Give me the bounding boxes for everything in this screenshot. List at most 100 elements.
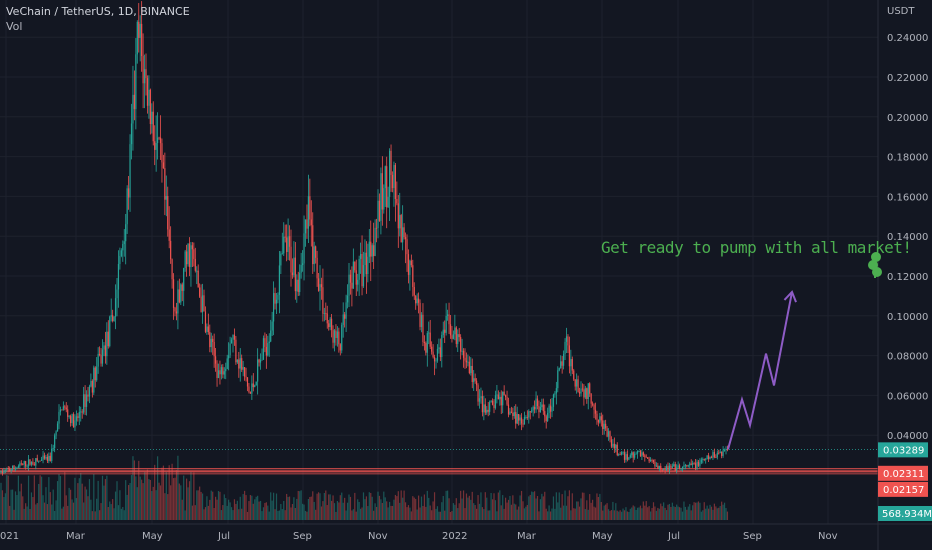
candle-body xyxy=(486,409,488,413)
candle-body xyxy=(515,412,517,424)
volume-bar xyxy=(660,503,662,520)
candle-body xyxy=(708,455,710,459)
volume-bar xyxy=(354,492,356,520)
volume-bar xyxy=(690,510,692,520)
candle-body xyxy=(409,260,411,275)
volume-bar xyxy=(529,494,531,520)
volume-bar xyxy=(197,490,199,520)
volume-label-text: 568.934M xyxy=(882,509,932,520)
volume-bar xyxy=(65,495,67,520)
volume-bar xyxy=(129,483,131,520)
candle-body xyxy=(396,198,398,204)
candle-body xyxy=(191,245,193,250)
candle-body xyxy=(594,409,597,414)
volume-bar xyxy=(644,505,646,520)
volume-bar xyxy=(0,482,2,520)
candle-body xyxy=(112,315,114,322)
volume-bar xyxy=(7,475,9,520)
volume-bar xyxy=(674,507,676,520)
volume-bar xyxy=(420,496,423,520)
volume-bar xyxy=(286,493,288,520)
volume-bar xyxy=(68,487,70,520)
candle-body xyxy=(220,367,222,375)
volume-bar xyxy=(473,503,475,520)
volume-bar xyxy=(712,509,714,520)
candle-body xyxy=(7,468,9,470)
candle-body xyxy=(502,391,504,406)
candle-body xyxy=(645,456,647,458)
volume-bar xyxy=(3,497,5,520)
candle-body xyxy=(245,376,247,378)
candle-body xyxy=(122,244,124,251)
candle-body xyxy=(710,456,713,458)
price-axis: 0.24000 0.22000 0.20000 0.18000 0.16000 0.140… xyxy=(877,0,932,550)
candle-body xyxy=(77,416,79,418)
volume-bar xyxy=(371,496,373,520)
candle-body xyxy=(477,385,479,402)
candle-body xyxy=(407,254,410,275)
volume-bar xyxy=(689,504,691,520)
volume-bar xyxy=(32,497,34,520)
candle-body xyxy=(259,360,262,363)
volume-bar xyxy=(702,510,704,520)
candle-body xyxy=(680,468,682,470)
candle-body xyxy=(148,89,150,106)
volume-bar xyxy=(331,500,333,520)
candle-body xyxy=(702,459,704,460)
candle-body xyxy=(316,257,318,279)
volume-bar xyxy=(222,505,224,520)
candle-body xyxy=(30,461,33,465)
volume-bar xyxy=(207,505,209,520)
candle-body xyxy=(465,360,468,363)
volume-bar xyxy=(586,500,588,520)
candle-body xyxy=(665,466,668,471)
candle-body xyxy=(725,449,727,451)
volume-bar xyxy=(552,496,555,520)
candle-body xyxy=(357,279,359,285)
candle-body xyxy=(510,411,512,413)
volume-bar xyxy=(241,508,243,520)
candle-body xyxy=(233,334,236,340)
volume-bar xyxy=(531,491,533,520)
volume-bar xyxy=(78,478,80,520)
candle-body xyxy=(345,302,347,319)
clover-icon[interactable] xyxy=(866,248,882,282)
volume-bar xyxy=(16,495,18,520)
candle-body xyxy=(168,229,170,241)
candle-body xyxy=(532,406,534,411)
candle-body xyxy=(261,359,263,361)
volume-bar xyxy=(448,498,450,520)
volume-bar xyxy=(273,492,275,520)
candle-body xyxy=(468,361,470,374)
volume-bar xyxy=(278,510,280,520)
price-axis-bg xyxy=(878,0,932,550)
candle-body xyxy=(304,219,307,234)
candle-body xyxy=(464,357,466,361)
volume-bar xyxy=(70,489,72,520)
volume-bar xyxy=(551,508,553,520)
volume-bar xyxy=(322,501,324,520)
volume-bar xyxy=(425,506,427,520)
price-label-text: 0.02157 xyxy=(883,485,924,496)
volume-bar xyxy=(510,504,512,520)
volume-bar xyxy=(665,510,668,520)
candle-body xyxy=(571,359,573,371)
volume-bar xyxy=(152,486,154,520)
candle-body xyxy=(36,458,38,461)
volume-bar xyxy=(373,510,375,520)
volume-bar xyxy=(462,490,465,520)
volume-bar xyxy=(461,498,463,520)
candle-body xyxy=(610,439,613,447)
volume-bar xyxy=(27,475,30,520)
volume-bar xyxy=(523,508,526,520)
candle-body xyxy=(523,417,526,425)
candle-body xyxy=(141,23,143,57)
candle-body xyxy=(171,259,173,280)
volume-bar xyxy=(123,510,125,520)
candle-body xyxy=(422,314,424,343)
candle-body xyxy=(525,417,527,418)
volume-bar xyxy=(126,494,128,520)
candle-body xyxy=(478,398,481,402)
volume-bar xyxy=(383,491,385,520)
